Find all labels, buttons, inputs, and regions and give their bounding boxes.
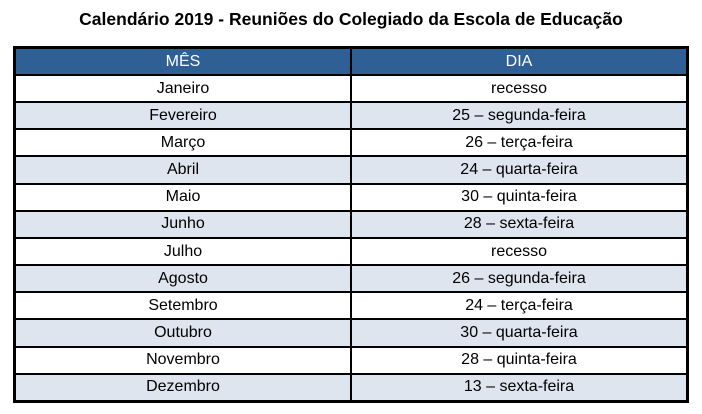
cell-dia: 24 – quarta-feira [350,155,689,185]
cell-dia: 30 – quinta-feira [350,182,689,212]
cell-mes: Novembro [13,345,352,375]
cell-dia: 26 – segunda-feira [350,264,689,294]
table-row: Março 26 – terça-feira [13,128,689,158]
cell-dia: 26 – terça-feira [350,128,689,158]
cell-mes: Março [13,128,352,158]
header-cell-mes: MÊS [13,46,352,76]
cell-mes: Dezembro [13,372,352,403]
table-row: Dezembro 13 – sexta-feira [13,372,689,403]
page-title: Calendário 2019 - Reuniões do Colegiado … [79,9,623,29]
table-row: Janeiro recesso [13,73,689,104]
cell-mes: Fevereiro [13,101,352,131]
cell-mes: Julho [13,236,352,267]
table-row: Abril 24 – quarta-feira [13,155,689,185]
cell-dia: 24 – terça-feira [350,291,689,321]
cell-dia: 25 – segunda-feira [350,101,689,131]
cell-mes: Setembro [13,291,352,321]
cell-mes: Junho [13,209,352,239]
cell-mes: Maio [13,182,352,212]
table-row: Maio 30 – quinta-feira [13,182,689,212]
calendar-table: MÊS DIA Janeiro recesso Fevereiro 25 – s… [13,46,689,403]
cell-dia: 28 – sexta-feira [350,209,689,239]
table-row: Fevereiro 25 – segunda-feira [13,101,689,131]
cell-dia: 13 – sexta-feira [350,372,689,403]
cell-mes: Abril [13,155,352,185]
cell-dia: 30 – quarta-feira [350,318,689,348]
table-header-row: MÊS DIA [13,46,689,76]
table-row: Junho 28 – sexta-feira [13,209,689,239]
header-cell-dia: DIA [350,46,689,76]
cell-mes: Janeiro [13,73,352,104]
cell-mes: Outubro [13,318,352,348]
cell-dia: recesso [350,73,689,104]
table-body: Janeiro recesso Fevereiro 25 – segunda-f… [13,73,689,403]
table-row: Setembro 24 – terça-feira [13,291,689,321]
table-row: Agosto 26 – segunda-feira [13,264,689,294]
table-header: MÊS DIA [13,46,689,76]
table-row: Julho recesso [13,236,689,267]
cell-mes: Agosto [13,264,352,294]
table-row: Novembro 28 – quinta-feira [13,345,689,375]
cell-dia: 28 – quinta-feira [350,345,689,375]
table-row: Outubro 30 – quarta-feira [13,318,689,348]
cell-dia: recesso [350,236,689,267]
